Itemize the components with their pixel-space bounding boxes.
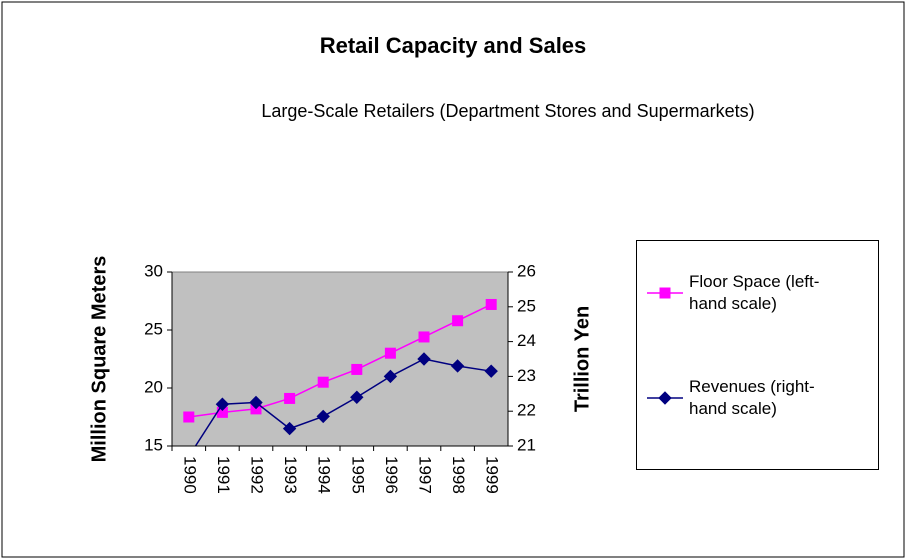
data-point — [351, 363, 363, 375]
legend-label: Revenues (right-hand scale) — [689, 377, 815, 418]
y2-tick-label: 22 — [517, 401, 536, 420]
data-point — [450, 359, 465, 373]
y2-axis-label: Trillion Yen — [571, 306, 593, 412]
legend-item: Revenues (right-hand scale) — [645, 376, 849, 420]
legend-label: Floor Space (left-hand scale) — [689, 272, 820, 313]
plot-area — [171, 271, 509, 447]
data-point — [417, 352, 431, 366]
legend-marker — [658, 391, 672, 405]
data-point — [183, 411, 195, 423]
data-point — [282, 421, 297, 436]
series-line — [188, 303, 492, 418]
chart-title: Retail Capacity and Sales — [320, 33, 587, 58]
y2-tick-label: 26 — [517, 261, 536, 280]
data-point — [215, 397, 230, 411]
data-point — [452, 315, 464, 327]
x-tick-label: 1991 — [214, 456, 233, 494]
data-point — [350, 390, 364, 404]
series-line — [194, 358, 492, 446]
data-point — [384, 347, 396, 359]
y2-tick-label: 21 — [517, 435, 536, 454]
legend-marker — [659, 287, 671, 299]
x-tick-label: 1995 — [348, 456, 367, 494]
legend-item: Floor Space (left-hand scale) — [645, 271, 849, 315]
data-point — [484, 364, 498, 378]
data-point — [383, 369, 398, 384]
x-tick-label: 1992 — [248, 456, 267, 494]
y2-tick-label: 24 — [517, 331, 536, 350]
y-axis-label: Million Square Meters — [88, 256, 110, 463]
legend-icon — [647, 287, 683, 299]
x-tick-label: 1999 — [483, 456, 502, 494]
legend-icon — [647, 391, 683, 405]
data-point — [249, 395, 263, 410]
legend: Floor Space (left-hand scale) Revenues (r… — [636, 240, 879, 470]
data-point — [418, 331, 430, 343]
data-point — [284, 392, 296, 404]
y-tick-label: 30 — [144, 261, 163, 280]
y-tick-label: 25 — [144, 319, 163, 338]
y-tick-label: 15 — [144, 435, 163, 454]
x-tick-label: 1993 — [281, 456, 300, 494]
data-point — [317, 376, 329, 388]
plot-content — [183, 298, 498, 446]
data-point — [485, 298, 497, 310]
x-tick-label: 1997 — [416, 456, 435, 494]
y-tick-label: 20 — [144, 377, 163, 396]
data-point — [316, 409, 330, 424]
x-tick-label: 1996 — [382, 456, 401, 494]
x-tick-label: 1990 — [180, 456, 199, 494]
chart-subtitle: Large-Scale Retailers (Department Stores… — [261, 101, 754, 121]
x-tick-label: 1994 — [315, 456, 334, 494]
y2-tick-label: 23 — [517, 366, 536, 385]
y2-tick-label: 25 — [517, 296, 536, 315]
x-tick-label: 1998 — [449, 456, 468, 494]
